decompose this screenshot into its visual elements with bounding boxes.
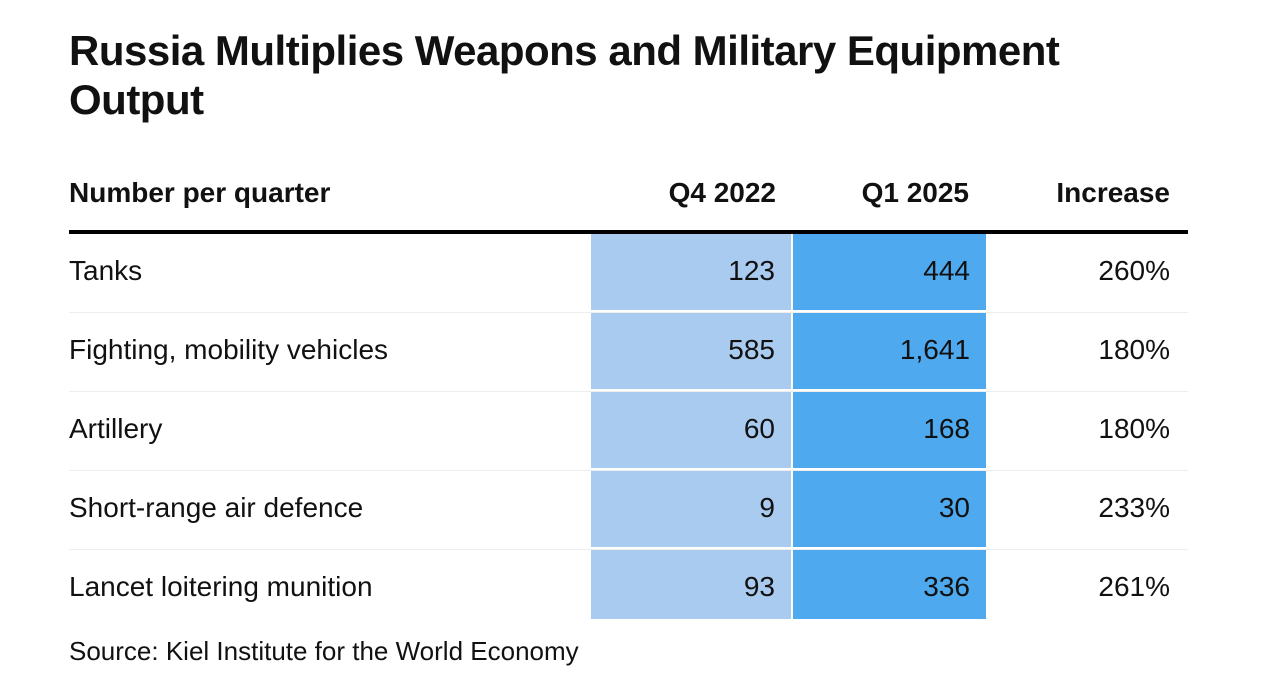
column-header-label: Number per quarter — [69, 177, 331, 208]
q4-2022-value: 9 — [759, 492, 775, 523]
q1-2025-cell: 444 — [793, 234, 986, 310]
chart-title: Russia Multiplies Weapons and Military E… — [69, 27, 1060, 123]
q1-2025-value: 30 — [938, 492, 970, 523]
increase-value: 180% — [1098, 413, 1170, 444]
column-header-q4-2022: Q4 2022 — [668, 177, 776, 208]
q4-2022-cell: 585 — [591, 313, 791, 389]
row-label: Tanks — [69, 255, 143, 286]
increase-value: 261% — [1098, 571, 1170, 602]
q4-2022-cell: 93 — [591, 550, 791, 619]
column-header-increase: Increase — [1056, 177, 1170, 208]
data-table: Number per quarter Q4 2022 Q1 2025 Incre… — [69, 160, 1188, 622]
table-row: Short-range air defence 9 30 233% — [69, 471, 1188, 550]
row-label: Fighting, mobility vehicles — [69, 334, 389, 365]
row-label: Artillery — [69, 413, 163, 444]
q4-2022-value: 585 — [728, 334, 775, 365]
column-header-q1-2025: Q1 2025 — [861, 177, 969, 208]
increase-value: 260% — [1098, 255, 1170, 286]
q4-2022-value: 93 — [743, 571, 775, 602]
q1-2025-value: 1,641 — [899, 334, 970, 365]
source-note: Source: Kiel Institute for the World Eco… — [69, 636, 579, 666]
q1-2025-cell: 1,641 — [793, 313, 986, 389]
q4-2022-cell: 123 — [591, 234, 791, 310]
q4-2022-value: 123 — [728, 255, 775, 286]
q1-2025-value: 444 — [923, 255, 970, 286]
q1-2025-cell: 168 — [793, 392, 986, 468]
table-header: Number per quarter Q4 2022 Q1 2025 Incre… — [69, 160, 1188, 234]
q1-2025-value: 336 — [923, 571, 970, 602]
q4-2022-value: 60 — [743, 413, 775, 444]
q1-2025-value: 168 — [923, 413, 970, 444]
table-row: Tanks 123 444 260% — [69, 234, 1188, 313]
table-row: Artillery 60 168 180% — [69, 392, 1188, 471]
row-label: Lancet loitering munition — [69, 571, 373, 602]
q1-2025-cell: 30 — [793, 471, 986, 547]
q1-2025-cell: 336 — [793, 550, 986, 619]
table-row: Lancet loitering munition 93 336 261% — [69, 550, 1188, 622]
row-label: Short-range air defence — [69, 492, 364, 523]
increase-value: 233% — [1098, 492, 1170, 523]
q4-2022-cell: 9 — [591, 471, 791, 547]
increase-value: 180% — [1098, 334, 1170, 365]
q4-2022-cell: 60 — [591, 392, 791, 468]
table-row: Fighting, mobility vehicles 585 1,641 18… — [69, 313, 1188, 392]
